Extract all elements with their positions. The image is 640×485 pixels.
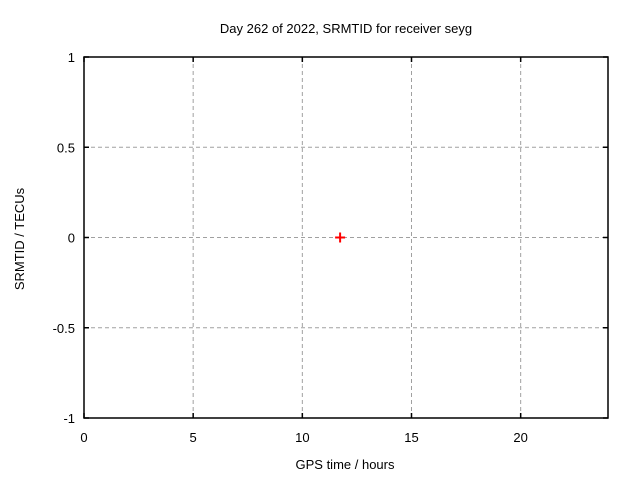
- y-tick-label: 0: [68, 231, 75, 246]
- plot-border: [83, 56, 609, 419]
- y-tick-label: -0.5: [53, 321, 75, 336]
- x-tick-label: 5: [190, 430, 197, 445]
- x-tick-label: 10: [295, 430, 309, 445]
- x-axis-label: GPS time / hours: [296, 457, 395, 472]
- y-axis-label: SRMTID / TECUs: [12, 187, 27, 290]
- x-tick-label: 20: [513, 430, 527, 445]
- chart-title: Day 262 of 2022, SRMTID for receiver sey…: [220, 21, 472, 36]
- x-tick-label: 15: [404, 430, 418, 445]
- plot-layers: 0 5 10 15 20 -1 -0.5 0 0.5 1: [53, 50, 609, 445]
- y-tick-label: -1: [63, 411, 75, 426]
- y-tick-label: 1: [68, 50, 75, 65]
- y-tick-label: 0.5: [57, 140, 75, 155]
- x-tick-label: 0: [80, 430, 87, 445]
